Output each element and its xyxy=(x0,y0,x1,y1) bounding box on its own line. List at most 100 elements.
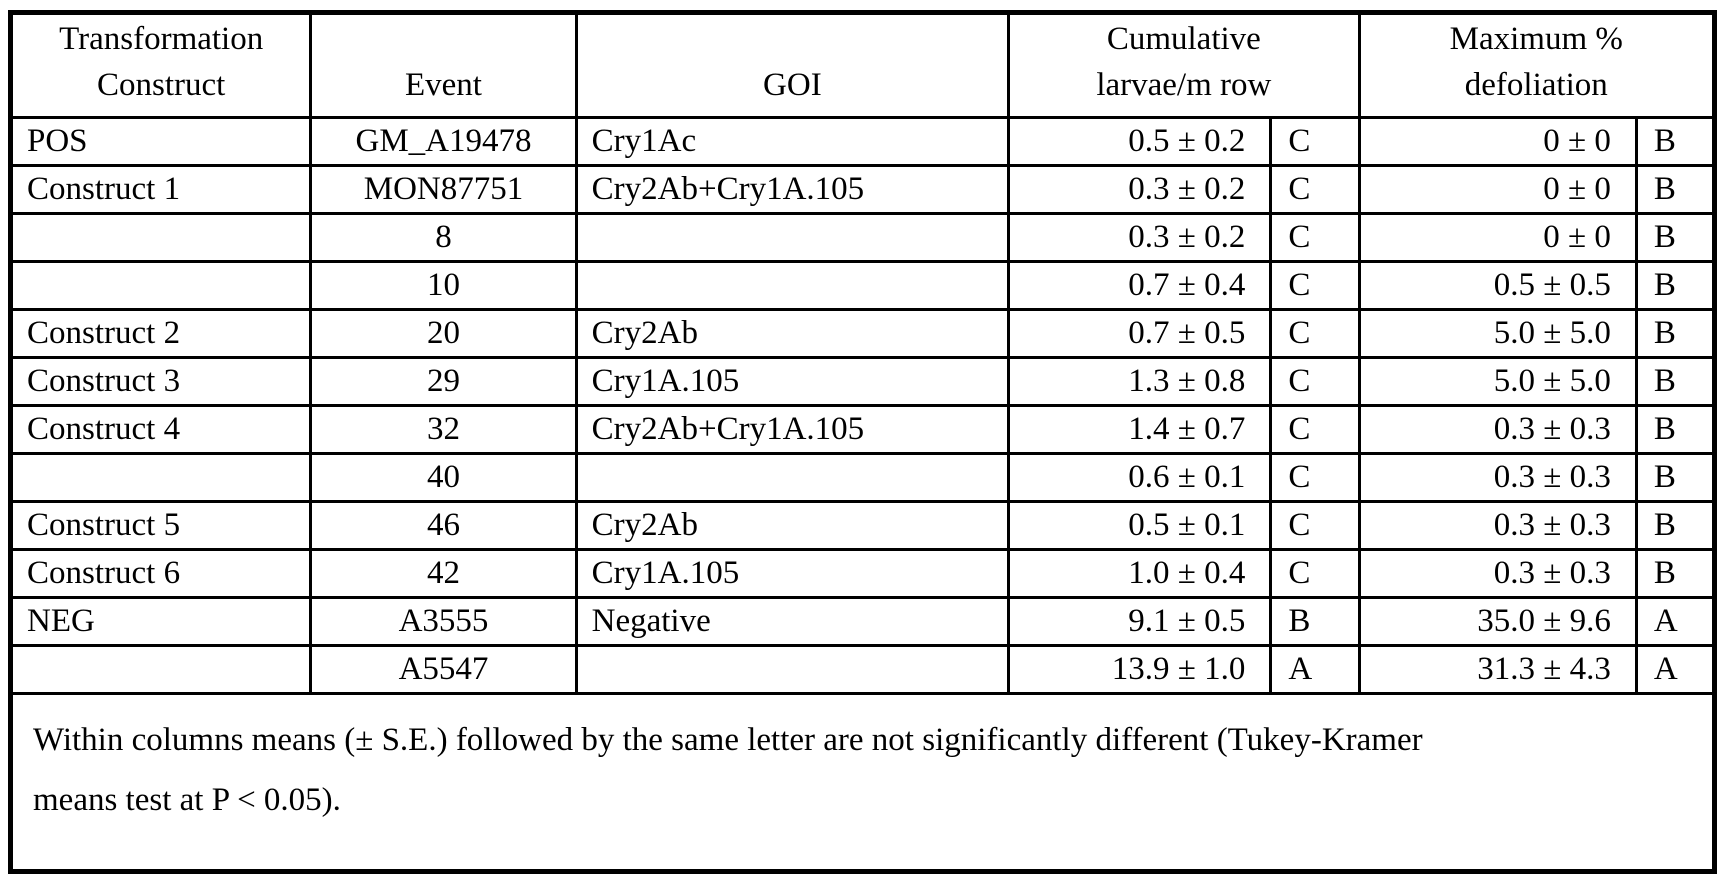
header-cumulative-line2: larvae/m row xyxy=(1096,67,1272,104)
footnote-row: Within columns means (± S.E.) followed b… xyxy=(9,692,1716,874)
cell-construct: Construct 4 xyxy=(8,404,313,456)
cell-defoliation-group: A xyxy=(1634,644,1717,696)
cell-event: A5547 xyxy=(309,644,578,696)
cell-defoliation: 0.3 ± 0.3 xyxy=(1357,548,1638,600)
cell-goi: Cry2Ab xyxy=(574,500,1011,552)
cell-defoliation: 0.5 ± 0.5 xyxy=(1357,260,1638,312)
cell-larvae-group: C xyxy=(1269,116,1361,168)
cell-defoliation-group: B xyxy=(1634,356,1717,408)
cell-event: 20 xyxy=(309,308,578,360)
cell-defoliation: 5.0 ± 5.0 xyxy=(1357,356,1638,408)
cell-goi: Cry1Ac xyxy=(574,116,1011,168)
cell-larvae-group: C xyxy=(1269,548,1361,600)
cell-larvae-group: A xyxy=(1269,644,1361,696)
cell-defoliation-group: B xyxy=(1634,452,1717,504)
table-row: Construct 3 29 Cry1A.105 1.3 ± 0.8 C 5.0… xyxy=(8,356,1717,408)
header-cumulative-larvae: Cumulative larvae/m row xyxy=(1007,10,1361,120)
cell-goi xyxy=(574,260,1011,312)
cell-larvae: 0.7 ± 0.5 xyxy=(1007,308,1273,360)
table-row: Construct 1 MON87751 Cry2Ab+Cry1A.105 0.… xyxy=(8,164,1717,216)
cell-larvae: 1.0 ± 0.4 xyxy=(1007,548,1273,600)
cell-event: 8 xyxy=(309,212,578,264)
cell-defoliation-group: B xyxy=(1634,308,1717,360)
cell-construct xyxy=(8,644,313,696)
results-table: Transformation Construct Event GOI Cumul… xyxy=(8,10,1717,875)
header-transformation-line2: Construct xyxy=(97,67,226,104)
table-row: A5547 13.9 ± 1.0 A 31.3 ± 4.3 A xyxy=(8,644,1717,696)
table-body: POS GM_A19478 Cry1Ac 0.5 ± 0.2 C 0 ± 0 B… xyxy=(8,116,1717,696)
cell-goi xyxy=(574,212,1011,264)
cell-defoliation-group: B xyxy=(1634,404,1717,456)
cell-defoliation: 35.0 ± 9.6 xyxy=(1357,596,1638,648)
cell-defoliation: 0 ± 0 xyxy=(1357,164,1638,216)
cell-construct: Construct 6 xyxy=(8,548,313,600)
header-max-defoliation: Maximum % defoliation xyxy=(1357,10,1717,120)
cell-event: GM_A19478 xyxy=(309,116,578,168)
cell-larvae: 0.5 ± 0.2 xyxy=(1007,116,1273,168)
cell-larvae: 0.7 ± 0.4 xyxy=(1007,260,1273,312)
cell-goi: Cry1A.105 xyxy=(574,548,1011,600)
cell-larvae: 0.3 ± 0.2 xyxy=(1007,164,1273,216)
cell-goi: Cry2Ab xyxy=(574,308,1011,360)
cell-construct xyxy=(8,260,313,312)
cell-larvae: 1.3 ± 0.8 xyxy=(1007,356,1273,408)
cell-larvae: 0.6 ± 0.1 xyxy=(1007,452,1273,504)
cell-event: 42 xyxy=(309,548,578,600)
cell-larvae-group: C xyxy=(1269,164,1361,216)
cell-larvae-group: C xyxy=(1269,308,1361,360)
cell-goi xyxy=(574,644,1011,696)
footnote-line2: means test at P < 0.05). xyxy=(33,781,341,818)
cell-larvae-group: C xyxy=(1269,212,1361,264)
table-row: Construct 4 32 Cry2Ab+Cry1A.105 1.4 ± 0.… xyxy=(8,404,1717,456)
cell-construct: Construct 2 xyxy=(8,308,313,360)
cell-larvae: 0.5 ± 0.1 xyxy=(1007,500,1273,552)
cell-construct: NEG xyxy=(8,596,313,648)
table-row: NEG A3555 Negative 9.1 ± 0.5 B 35.0 ± 9.… xyxy=(8,596,1717,648)
cell-construct xyxy=(8,452,313,504)
cell-event: A3555 xyxy=(309,596,578,648)
cell-goi: Cry2Ab+Cry1A.105 xyxy=(574,404,1011,456)
table-row: 8 0.3 ± 0.2 C 0 ± 0 B xyxy=(8,212,1717,264)
table-row: 10 0.7 ± 0.4 C 0.5 ± 0.5 B xyxy=(8,260,1717,312)
table-row: POS GM_A19478 Cry1Ac 0.5 ± 0.2 C 0 ± 0 B xyxy=(8,116,1717,168)
cell-construct: Construct 5 xyxy=(8,500,313,552)
cell-larvae: 1.4 ± 0.7 xyxy=(1007,404,1273,456)
cell-larvae-group: C xyxy=(1269,404,1361,456)
cell-goi: Cry2Ab+Cry1A.105 xyxy=(574,164,1011,216)
table-row: Construct 5 46 Cry2Ab 0.5 ± 0.1 C 0.3 ± … xyxy=(8,500,1717,552)
cell-defoliation-group: B xyxy=(1634,548,1717,600)
table-row: Construct 2 20 Cry2Ab 0.7 ± 0.5 C 5.0 ± … xyxy=(8,308,1717,360)
header-max-line2: defoliation xyxy=(1464,67,1608,104)
cell-goi xyxy=(574,452,1011,504)
cell-larvae: 9.1 ± 0.5 xyxy=(1007,596,1273,648)
cell-defoliation: 5.0 ± 5.0 xyxy=(1357,308,1638,360)
cell-defoliation: 0.3 ± 0.3 xyxy=(1357,404,1638,456)
cell-defoliation-group: B xyxy=(1634,212,1717,264)
cell-larvae-group: C xyxy=(1269,452,1361,504)
header-transformation-construct: Transformation Construct xyxy=(8,10,313,120)
table-header: Transformation Construct Event GOI Cumul… xyxy=(8,10,1717,120)
cell-event: 10 xyxy=(309,260,578,312)
cell-defoliation: 0.3 ± 0.3 xyxy=(1357,452,1638,504)
header-goi: GOI xyxy=(574,10,1011,120)
cell-defoliation: 0 ± 0 xyxy=(1357,116,1638,168)
cell-goi: Cry1A.105 xyxy=(574,356,1011,408)
cell-goi: Negative xyxy=(574,596,1011,648)
cell-construct xyxy=(8,212,313,264)
cell-larvae-group: C xyxy=(1269,260,1361,312)
cell-event: 29 xyxy=(309,356,578,408)
cell-larvae-group: C xyxy=(1269,356,1361,408)
table-footer: Within columns means (± S.E.) followed b… xyxy=(9,692,1716,874)
cell-larvae-group: C xyxy=(1269,500,1361,552)
header-transformation-line1: Transformation xyxy=(59,21,264,57)
cell-defoliation-group: B xyxy=(1634,260,1717,312)
cell-construct: POS xyxy=(8,116,313,168)
cell-defoliation-group: B xyxy=(1634,164,1717,216)
cell-larvae: 13.9 ± 1.0 xyxy=(1007,644,1273,696)
cell-defoliation: 0 ± 0 xyxy=(1357,212,1638,264)
cell-defoliation-group: B xyxy=(1634,116,1717,168)
footnote-cell: Within columns means (± S.E.) followed b… xyxy=(9,692,1716,874)
cell-defoliation-group: A xyxy=(1634,596,1717,648)
cell-construct: Construct 3 xyxy=(8,356,313,408)
